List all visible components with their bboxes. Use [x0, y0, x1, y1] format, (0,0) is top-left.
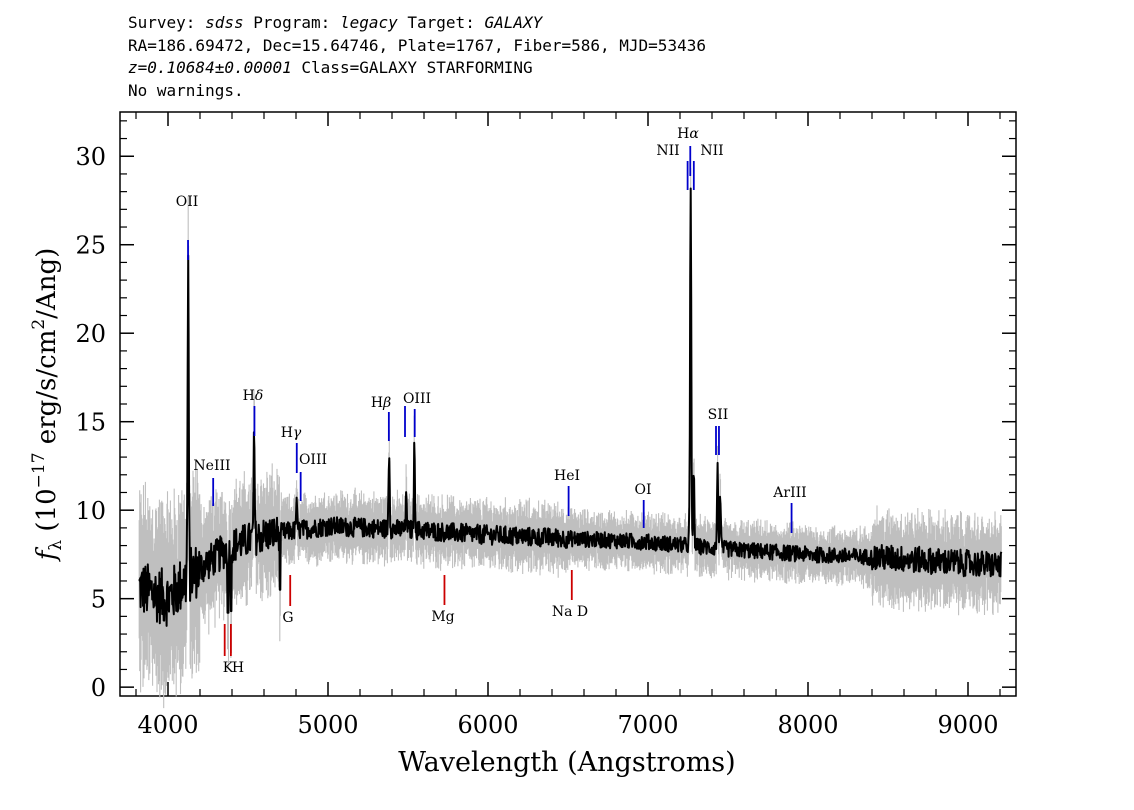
y-tick-label-0: 0	[91, 674, 106, 702]
marker-na-d-5894-label: Na D	[552, 604, 588, 620]
y-tick-label-15: 15	[75, 409, 106, 437]
y-label-sub: λ	[46, 540, 66, 551]
x-tick-label-6000: 6000	[457, 711, 518, 739]
target-label: Target:	[407, 13, 475, 32]
y-label-exp: −17	[29, 452, 49, 488]
flux-line	[138, 187, 1003, 627]
marker-hei-5876-label: HeI	[554, 468, 580, 484]
marker-nii-6583-label: NII	[700, 143, 723, 159]
program-label: Program:	[253, 13, 331, 32]
marker-k-3934-label: K	[223, 660, 234, 676]
y-tick-label-5: 5	[91, 586, 106, 614]
marker-oi-6300-label: OI	[634, 482, 651, 498]
marker-h--4341-label: Hγ	[281, 425, 302, 441]
marker-oii-3727-label: OII	[176, 194, 199, 210]
marker-neiii-3869-label: NeIII	[193, 458, 230, 474]
y-label-mid: erg/s/cm	[32, 330, 62, 445]
marker-g-4304-label: G	[282, 610, 293, 626]
program-value: legacy	[339, 13, 398, 32]
class-value: Class=GALAXY STARFORMING	[301, 58, 533, 77]
error-band-path	[138, 168, 1002, 709]
marker-h--6563-label: Hα	[677, 126, 699, 142]
y-label-exp2: 2	[29, 319, 49, 330]
marker-h--4102-label: Hδ	[243, 388, 264, 404]
header-line-coordinates: RA=186.69472, Dec=15.64746, Plate=1767, …	[128, 35, 706, 55]
x-tick-label-5000: 5000	[297, 711, 358, 739]
spectrum-header: Survey: sdss Program: legacy Target: GAL…	[128, 12, 706, 102]
marker-nii-6548-label: NII	[656, 143, 679, 159]
marker-mg-5175-label: Mg	[431, 609, 454, 625]
x-axis-label: Wavelength (Angstroms)	[398, 747, 735, 778]
error-band	[138, 168, 1002, 709]
marker-sii-6725-label: SII	[708, 407, 729, 423]
marker-oiii-5007-label: OIII	[403, 391, 431, 407]
y-label-pre: (10	[32, 488, 62, 531]
header-line-redshift: z=0.10684±0.00001 Class=GALAXY STARFORMI…	[128, 57, 706, 80]
marker-ariii-7135-label: ArIII	[772, 485, 806, 501]
y-tick-label-10: 10	[75, 497, 106, 525]
header-line-warnings: No warnings.	[128, 80, 244, 100]
y-tick-label-30: 30	[75, 143, 106, 171]
x-tick-label-4000: 4000	[137, 711, 198, 739]
x-tick-label-7000: 7000	[617, 711, 678, 739]
axis-ticks: 4000 5000 6000 7000 8000 9000 0 5 10 15 20 25 30	[75, 112, 1016, 739]
x-tick-label-9000: 9000	[937, 711, 998, 739]
target-value: GALAXY	[484, 13, 543, 32]
survey-label: Survey:	[128, 13, 196, 32]
x-tick-label-8000: 8000	[777, 711, 838, 739]
survey-value: sdss	[205, 13, 244, 32]
y-tick-label-20: 20	[75, 320, 106, 348]
marker-h--4861-label: Hβ	[371, 395, 391, 411]
y-axis-label: fλ (10−17 erg/s/cm2/Ang)	[29, 248, 66, 563]
redshift-value: z=0.10684±0.00001	[128, 58, 292, 77]
y-label-post: /Ang)	[32, 248, 62, 319]
marker-oiii-4363-label: OIII	[299, 452, 327, 468]
header-line-survey: Survey: sdss Program: legacy Target: GAL…	[128, 12, 706, 35]
marker-h-3969-label: H	[232, 660, 244, 676]
flux-series	[138, 187, 1003, 627]
y-tick-label-25: 25	[75, 232, 106, 260]
